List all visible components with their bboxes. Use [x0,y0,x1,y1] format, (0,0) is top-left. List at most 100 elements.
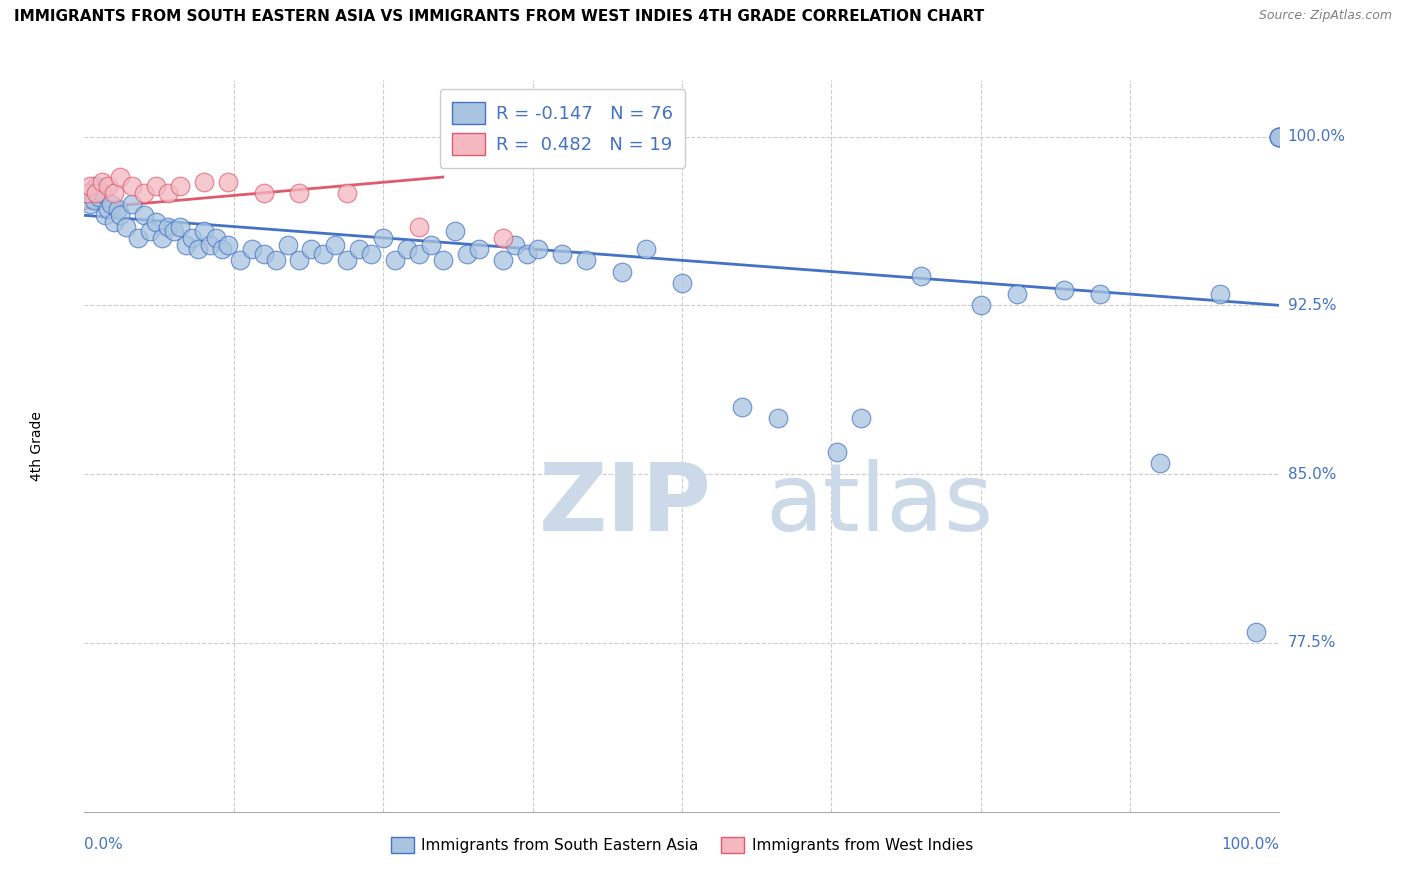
Point [100,197,122,211]
Point [849,410,872,425]
Legend: Immigrants from South Eastern Asia, Immigrants from West Indies: Immigrants from South Eastern Asia, Immi… [384,830,980,859]
Point [1149,456,1171,470]
Point [103,186,125,200]
Point [419,237,441,252]
Point [193,224,215,238]
Point [336,186,359,200]
Point [180,231,202,245]
Point [115,219,138,234]
Text: 4th Grade: 4th Grade [30,411,44,481]
Point [84,179,107,194]
Point [323,237,346,252]
Point [1268,129,1291,144]
Point [145,179,167,194]
Point [1268,129,1291,144]
Point [1244,624,1267,639]
Point [97,179,120,194]
Point [349,242,371,256]
Point [1088,287,1111,301]
Point [253,246,276,260]
Point [107,202,129,216]
Point [766,410,789,425]
Point [157,219,180,234]
Point [132,208,156,222]
Point [93,208,115,222]
Point [77,186,100,200]
Point [157,186,180,200]
Point [515,246,537,260]
Point [825,444,848,458]
Point [360,246,382,260]
Text: 100.0%: 100.0% [1222,838,1279,853]
Point [110,208,132,222]
Point [121,179,143,194]
Point [1268,129,1291,144]
Point [79,179,101,194]
Point [492,253,515,268]
Point [217,237,239,252]
Point [187,242,209,256]
Point [503,237,526,252]
Text: Source: ZipAtlas.com: Source: ZipAtlas.com [1258,9,1392,22]
Point [97,202,120,216]
Point [527,242,550,256]
Point [671,276,693,290]
Point [228,253,250,268]
Point [91,175,114,189]
Point [276,237,298,252]
Point [264,253,287,268]
Point [432,253,454,268]
Point [384,253,406,268]
Point [371,231,394,245]
Point [492,231,515,245]
Point [110,169,132,184]
Point [145,215,167,229]
Point [121,197,143,211]
Point [1208,287,1230,301]
Point [169,219,191,234]
Point [396,242,419,256]
Point [970,298,993,312]
Text: 77.5%: 77.5% [1288,635,1336,650]
Point [91,186,114,200]
Point [301,242,323,256]
Text: 85.0%: 85.0% [1288,467,1336,482]
Point [408,246,430,260]
Text: 100.0%: 100.0% [1288,129,1346,144]
Point [169,179,191,194]
Point [467,242,491,256]
Point [312,246,335,260]
Point [205,231,228,245]
Text: IMMIGRANTS FROM SOUTH EASTERN ASIA VS IMMIGRANTS FROM WEST INDIES 4TH GRADE CORR: IMMIGRANTS FROM SOUTH EASTERN ASIA VS IM… [14,9,984,24]
Point [336,253,359,268]
Text: ZIP: ZIP [538,458,711,550]
Point [551,246,574,260]
Point [253,186,276,200]
Point [910,269,932,284]
Point [163,224,186,238]
Point [76,186,98,200]
Point [408,219,430,234]
Point [217,175,239,189]
Point [240,242,263,256]
Point [87,190,110,204]
Point [198,237,221,252]
Point [132,186,156,200]
Point [79,197,101,211]
Point [288,253,311,268]
Point [731,400,754,414]
Text: 0.0%: 0.0% [84,838,124,853]
Point [193,175,215,189]
Text: atlas: atlas [765,458,994,550]
Point [610,264,633,278]
Point [1053,283,1076,297]
Point [83,193,105,207]
Point [84,186,107,200]
Text: 92.5%: 92.5% [1288,298,1336,313]
Point [211,242,233,256]
Point [575,253,598,268]
Point [288,186,311,200]
Point [1005,287,1028,301]
Point [139,224,162,238]
Point [634,242,657,256]
